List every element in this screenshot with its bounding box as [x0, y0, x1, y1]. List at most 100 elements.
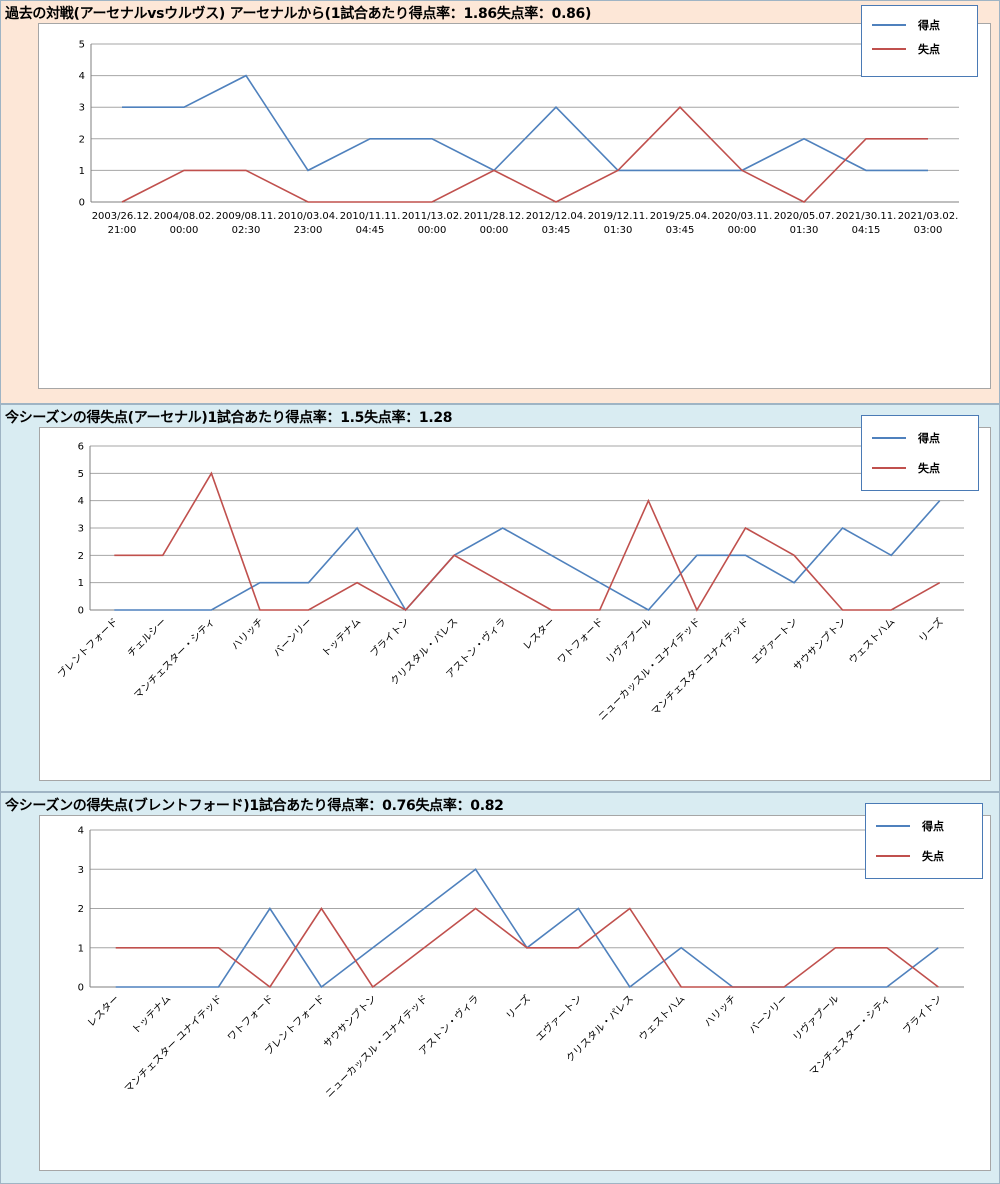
x-tick-label: 2021/30.11. 04:15 — [836, 211, 897, 236]
x-tick-label: 2010/11.11. 04:45 — [340, 211, 401, 236]
x-tick-label-line: 2010/11.11. — [340, 211, 401, 222]
y-tick-label: 4 — [78, 826, 84, 837]
x-tick-label: 2009/08.11. 02:30 — [216, 211, 277, 236]
x-tick-label: エヴァートン — [533, 992, 585, 1044]
legend-swatch-conceded — [872, 48, 906, 50]
y-tick-label: 0 — [78, 983, 84, 994]
x-tick-label-line: 04:45 — [356, 225, 385, 236]
y-tick-label: 3 — [78, 865, 84, 876]
x-tick-label-line: 2010/03.04. — [278, 211, 339, 222]
x-tick-label: トッテナム — [130, 993, 174, 1037]
x-tick-label-line: 2019/12.11. — [588, 211, 649, 222]
chart-area: 0 1 2 3 4 レスター トッテナム マンチェスター ユナイテッド ワトフォード ブレントフォ… — [39, 815, 991, 1171]
series-line-conceded — [114, 471, 941, 612]
x-tick-label-line: 2003/26.12. — [92, 211, 153, 222]
x-tick-label-line: 2011/28.12. — [464, 211, 525, 222]
x-tick-label: 2011/28.12. 00:00 — [464, 211, 525, 236]
x-tick-label-line: 00:00 — [480, 225, 509, 236]
x-tick-label: リヴァプール — [790, 992, 842, 1044]
x-tick-label: 2010/03.04. 23:00 — [278, 211, 339, 236]
x-tick-label-line: 21:00 — [108, 225, 137, 236]
x-tick-label-line: 03:45 — [666, 225, 695, 236]
chart-area: 0 1 2 3 4 5 6 ブレントフォード チェルシー マンチェスター・シティ ハリッチ バーンリー… — [39, 427, 991, 781]
x-tick-label: エヴァートン — [749, 615, 801, 667]
legend-label-scored: 得点 — [918, 432, 940, 445]
legend-swatch-scored — [876, 825, 910, 827]
x-tick-label-line: 2021/30.11. — [836, 211, 897, 222]
chart-section-arsenal-season: 今シーズンの得失点(アーセナル)1試合あたり得点率：1.5失点率：1.28 0 1… — [0, 404, 1000, 792]
x-tick-label: 2003/26.12. 21:00 — [92, 211, 153, 236]
x-tick-label: 2021/03.02. 03:00 — [898, 211, 959, 236]
x-tick-label: マンチェスター ユナイテッド — [122, 993, 225, 1096]
x-tick-label: ハリッチ — [229, 616, 266, 653]
y-tick-label: 2 — [78, 551, 84, 562]
legend: 得点 失点 — [861, 415, 979, 491]
legend-label-conceded: 失点 — [918, 462, 940, 475]
y-tick-label: 5 — [78, 469, 84, 480]
y-tick-label: 4 — [78, 496, 84, 507]
x-tick-label: バーンリー — [747, 993, 790, 1036]
x-tick-label: リーズ — [916, 615, 946, 645]
series-line-scored — [122, 74, 928, 172]
x-tick-label: ワトフォード — [556, 616, 606, 666]
x-tick-label: サウサンプトン — [321, 993, 379, 1051]
legend-swatch-conceded — [872, 467, 906, 469]
x-tick-label: 2019/25.04. 03:45 — [650, 211, 711, 236]
x-tick-label-line: 03:00 — [914, 225, 943, 236]
x-tick-label: ウェストハム — [846, 616, 897, 667]
x-tick-label: ニューカッスル・ユナイテッド — [596, 616, 703, 723]
x-tick-label: ブライトン — [900, 992, 945, 1037]
x-tick-label-line: 01:30 — [790, 225, 819, 236]
x-tick-label-line: 03:45 — [542, 225, 571, 236]
series-line-scored — [115, 868, 939, 989]
series-line-conceded — [115, 907, 939, 989]
legend-label-scored: 得点 — [918, 19, 940, 32]
x-tick-label: ブレントフォード — [55, 615, 121, 681]
x-tick-label-line: 2011/13.02. — [402, 211, 463, 222]
legend-item-scored: 得点 — [862, 428, 978, 448]
legend-label-conceded: 失点 — [922, 850, 944, 863]
x-tick-label-line: 04:15 — [852, 225, 881, 236]
x-tick-label: ブライトン — [367, 615, 412, 660]
legend-item-conceded: 失点 — [862, 458, 978, 478]
y-tick-label: 4 — [79, 71, 85, 82]
legend-swatch-scored — [872, 437, 906, 439]
x-tick-label-line: 02:30 — [232, 225, 261, 236]
section-title: 今シーズンの得失点(アーセナル)1試合あたり得点率：1.5失点率：1.28 — [5, 410, 453, 426]
x-tick-label-line: 2012/12.04. — [526, 211, 587, 222]
x-tick-label: 2020/03.11. 00:00 — [712, 211, 773, 236]
x-tick-label: リヴァプール — [603, 615, 655, 667]
x-tick-label: ハリッチ — [702, 993, 739, 1030]
x-tick-label: マンチェスター ユナイテッド — [649, 616, 752, 719]
x-tick-label-line: 2021/03.02. — [898, 211, 959, 222]
y-tick-label: 6 — [78, 442, 84, 453]
x-tick-label: バーンリー — [271, 616, 314, 659]
section-title: 過去の対戦(アーセナルvsウルヴス) アーセナルから(1試合あたり得点率：1.8… — [5, 6, 592, 22]
y-tick-label: 1 — [79, 166, 85, 177]
legend-label-scored: 得点 — [922, 820, 944, 833]
legend-item-conceded: 失点 — [866, 846, 982, 866]
legend-swatch-conceded — [876, 855, 910, 857]
x-tick-label: 2011/13.02. 00:00 — [402, 211, 463, 236]
x-tick-label: マンチェスター・シティ — [132, 616, 218, 702]
x-tick-label: ウェストハム — [636, 993, 687, 1044]
legend-item-scored: 得点 — [866, 816, 982, 836]
x-tick-label: 2012/12.04. 03:45 — [526, 211, 587, 236]
legend: 得点 失点 — [861, 5, 978, 77]
chart-section-brentford-season: 今シーズンの得失点(ブレントフォード)1試合あたり得点率：0.76失点率：0.8… — [0, 792, 1000, 1184]
y-tick-label: 2 — [78, 904, 84, 915]
x-tick-label-line: 00:00 — [170, 225, 199, 236]
x-tick-label: トッテナム — [320, 616, 364, 660]
x-tick-label-line: 00:00 — [728, 225, 757, 236]
y-tick-label: 3 — [78, 524, 84, 535]
x-tick-label: 2004/08.02. 00:00 — [154, 211, 215, 236]
y-tick-label: 0 — [78, 606, 84, 617]
x-tick-label-line: 2020/05.07. — [774, 211, 835, 222]
y-tick-label: 1 — [78, 578, 84, 589]
legend: 得点 失点 — [865, 803, 983, 879]
x-tick-label-line: 2019/25.04. — [650, 211, 711, 222]
x-tick-label-line: 2009/08.11. — [216, 211, 277, 222]
y-tick-label: 1 — [78, 943, 84, 954]
